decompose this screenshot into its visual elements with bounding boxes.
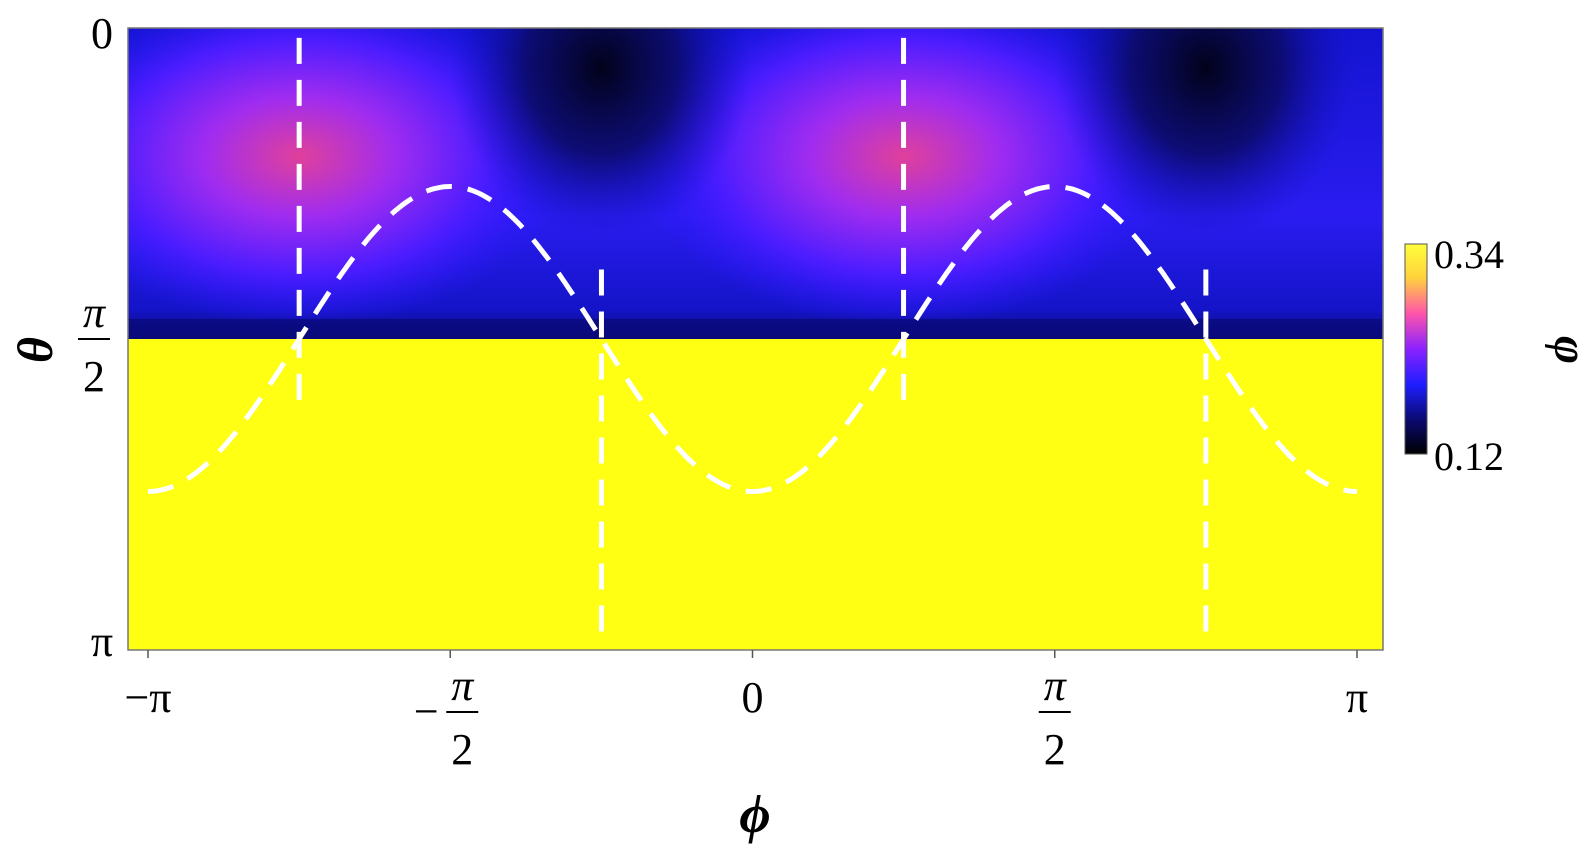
svg-text:π: π <box>1044 661 1068 710</box>
overlay-dashed-lines <box>147 37 1358 642</box>
colorbar: 0.34 0.12 φ <box>1404 232 1591 479</box>
svg-text:π: π <box>91 617 113 666</box>
y-tick-label-1: π2 <box>78 288 110 401</box>
svg-text:−π: −π <box>124 673 171 722</box>
svg-text:2: 2 <box>1044 725 1066 774</box>
heatmap-lower-region <box>128 339 1383 650</box>
x-tick-label-3: π2 <box>1038 661 1071 774</box>
colorbar-min-label: 0.12 <box>1434 434 1504 479</box>
svg-text:2: 2 <box>451 725 473 774</box>
x-tick-label-1: −π 2 <box>414 661 479 774</box>
svg-text:π: π <box>451 661 475 710</box>
colorbar-label: φ <box>1544 336 1591 364</box>
heatmap-trough-1 <box>1055 28 1356 238</box>
svg-text:π: π <box>83 288 107 337</box>
heatmap-boundary-band <box>128 319 1383 340</box>
plot-frame <box>127 27 1384 651</box>
colorbar-gradient <box>1404 243 1428 455</box>
heatmap-trough-0 <box>451 28 752 238</box>
y-axis-label: θ <box>7 337 63 363</box>
heatmap-field-blobs <box>128 28 1356 327</box>
svg-text:2: 2 <box>83 352 105 401</box>
x-axis: −π −π20 π2π <box>124 650 1368 774</box>
y-tick-label-0: 0 <box>91 9 113 58</box>
x-tick-label-4: π <box>1346 673 1368 722</box>
heatmap-plot-area <box>128 28 1383 650</box>
colorbar-max-label: 0.34 <box>1434 232 1504 277</box>
svg-text:−: − <box>414 687 439 736</box>
svg-text:π: π <box>1346 673 1368 722</box>
svg-text:0: 0 <box>742 673 764 722</box>
y-tick-label-2: π <box>91 617 113 666</box>
svg-text:0: 0 <box>91 9 113 58</box>
x-axis-label: ϕ <box>739 784 770 844</box>
overlay-sine-curve <box>147 183 1358 495</box>
x-tick-label-0: −π <box>124 673 171 722</box>
x-tick-label-2: 0 <box>742 673 764 722</box>
